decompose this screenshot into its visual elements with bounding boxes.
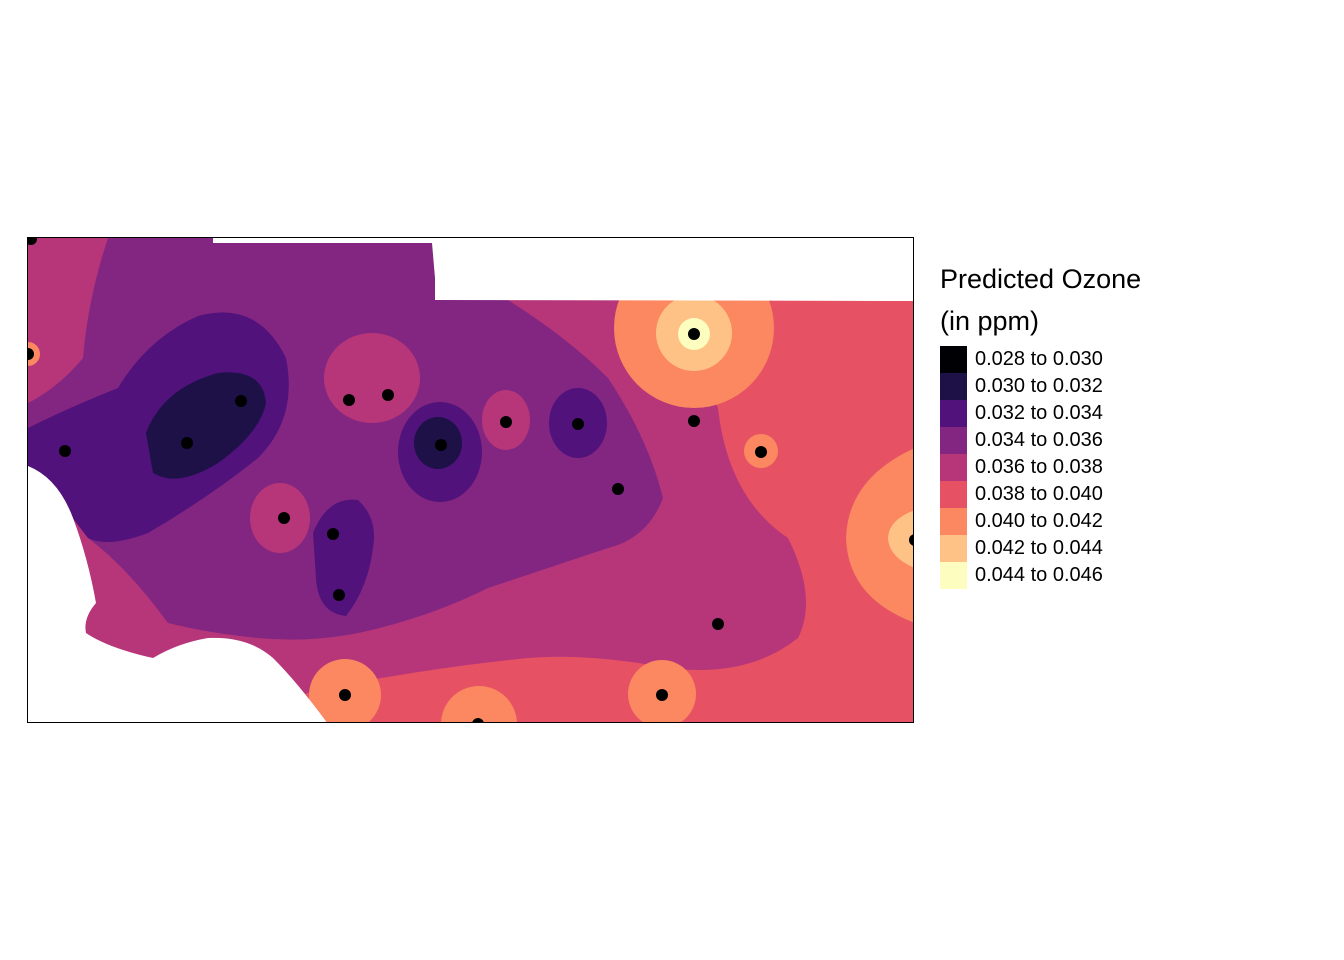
monitoring-point[interactable]: [572, 418, 584, 430]
monitoring-point[interactable]: [382, 389, 394, 401]
legend-item: 0.034 to 0.036: [940, 427, 1320, 454]
missing-data-area: [28, 466, 327, 722]
monitoring-point[interactable]: [656, 689, 668, 701]
legend-swatch: [940, 508, 967, 535]
legend-label: 0.042 to 0.044: [975, 537, 1103, 559]
monitoring-point[interactable]: [755, 446, 767, 458]
monitoring-point[interactable]: [688, 328, 700, 340]
monitoring-point[interactable]: [278, 512, 290, 524]
ozone-map[interactable]: [27, 237, 914, 723]
legend-swatch: [940, 400, 967, 427]
monitoring-point[interactable]: [500, 416, 512, 428]
legend-label: 0.040 to 0.042: [975, 510, 1103, 532]
monitoring-point[interactable]: [343, 394, 355, 406]
legend-item: 0.040 to 0.042: [940, 508, 1320, 535]
legend-label: 0.030 to 0.032: [975, 375, 1103, 397]
monitoring-point[interactable]: [28, 238, 37, 245]
legend: Predicted Ozone (in ppm) 0.028 to 0.030 0…: [940, 258, 1320, 589]
legend-item: 0.042 to 0.044: [940, 535, 1320, 562]
legend-swatch: [940, 562, 967, 589]
legend-swatch: [940, 427, 967, 454]
legend-swatch: [940, 346, 967, 373]
missing-data-area: [213, 238, 913, 301]
legend-label: 0.044 to 0.046: [975, 564, 1103, 586]
monitoring-point[interactable]: [28, 348, 34, 360]
legend-label: 0.034 to 0.036: [975, 429, 1103, 451]
ozone-raster: [28, 238, 914, 723]
legend-label: 0.036 to 0.038: [975, 456, 1103, 478]
legend-item: 0.036 to 0.038: [940, 454, 1320, 481]
monitoring-point[interactable]: [333, 589, 345, 601]
monitoring-point[interactable]: [712, 618, 724, 630]
zone-0.032-0.034: [313, 499, 374, 616]
monitoring-point[interactable]: [612, 483, 624, 495]
zone-0.040-0.042: [846, 448, 913, 623]
legend-label: 0.032 to 0.034: [975, 402, 1103, 424]
legend-item: 0.044 to 0.046: [940, 562, 1320, 589]
monitoring-point[interactable]: [435, 439, 447, 451]
legend-items: 0.028 to 0.030 0.030 to 0.032 0.032 to 0.0…: [940, 346, 1320, 589]
legend-swatch: [940, 481, 967, 508]
legend-item: 0.032 to 0.034: [940, 400, 1320, 427]
legend-subtitle: (in ppm): [940, 306, 1040, 336]
legend-swatch: [940, 454, 967, 481]
legend-item: 0.038 to 0.040: [940, 481, 1320, 508]
legend-title: Predicted Ozone: [940, 264, 1142, 294]
zone-0.036-0.038-island: [324, 333, 420, 423]
monitoring-point[interactable]: [688, 415, 700, 427]
zone-0.040-0.042: [441, 686, 517, 722]
monitoring-point[interactable]: [472, 718, 484, 723]
legend-swatch: [940, 373, 967, 400]
monitoring-points: [28, 238, 914, 723]
monitoring-point[interactable]: [327, 528, 339, 540]
legend-item: 0.030 to 0.032: [940, 373, 1320, 400]
monitoring-point[interactable]: [909, 534, 914, 546]
legend-label: 0.038 to 0.040: [975, 483, 1103, 505]
monitoring-point[interactable]: [339, 689, 351, 701]
monitoring-point[interactable]: [59, 445, 71, 457]
monitoring-point[interactable]: [235, 395, 247, 407]
zone-0.042-0.044: [888, 510, 913, 568]
legend-swatch: [940, 535, 967, 562]
legend-item: 0.028 to 0.030: [940, 346, 1320, 373]
monitoring-point[interactable]: [181, 437, 193, 449]
legend-label: 0.028 to 0.030: [975, 348, 1103, 370]
